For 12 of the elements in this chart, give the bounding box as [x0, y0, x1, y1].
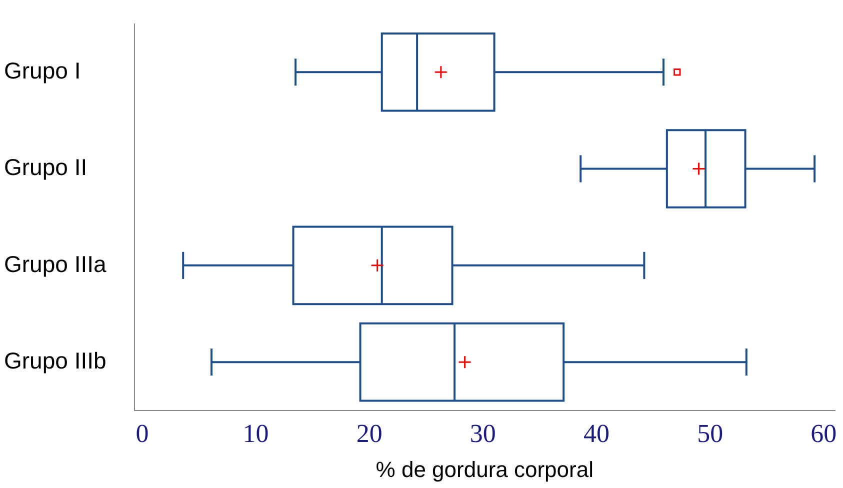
x-axis-title: % de gordura corporal [376, 456, 594, 482]
x-tick-label: 20 [356, 418, 382, 448]
x-tick-label: 10 [242, 418, 269, 448]
x-tick-label: 30 [470, 418, 496, 448]
x-tick-label: 40 [584, 418, 610, 448]
x-tick-label: 0 [136, 418, 149, 448]
y-tick-label: Grupo I [4, 57, 81, 84]
x-tick-label: 60 [810, 418, 837, 448]
y-tick-label: Grupo IIIb [4, 347, 106, 374]
y-tick-label: Grupo II [4, 154, 88, 180]
x-tick-label: 50 [697, 418, 724, 448]
y-tick-label: Grupo IIIa [4, 250, 106, 277]
